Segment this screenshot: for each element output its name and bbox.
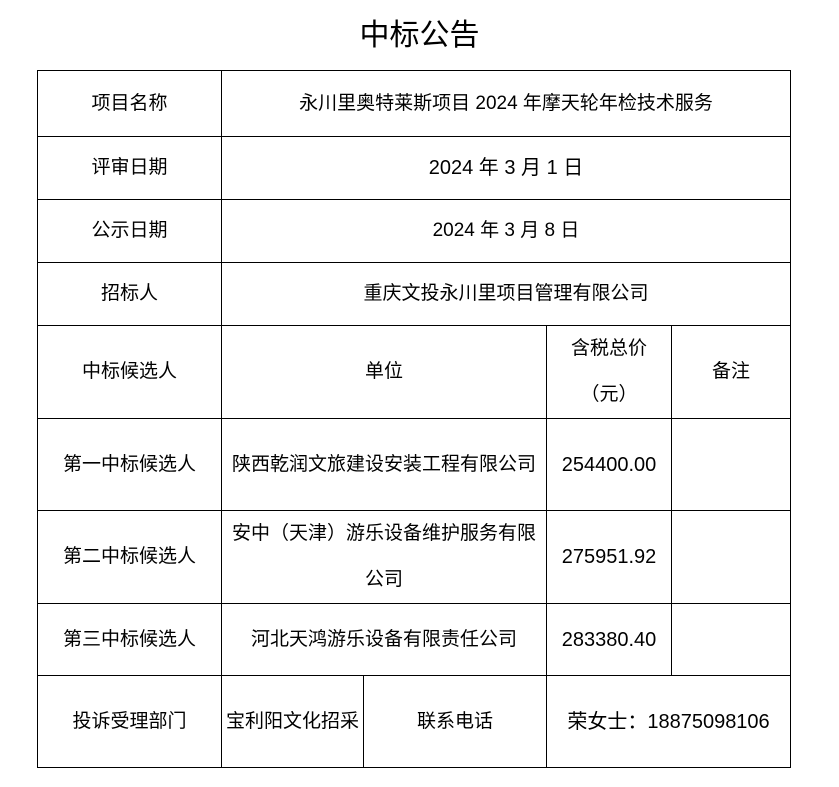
candidate-row: 第三中标候选人 河北天鸿游乐设备有限责任公司 283380.40	[37, 603, 792, 676]
candidate-price: 254400.00	[546, 418, 672, 511]
review-date: 2024 年 3 月 1 日	[220, 136, 792, 200]
candidate-rank: 第三中标候选人	[37, 603, 222, 676]
info-row-publish-date: 公示日期 2024 年 3 月 8 日	[37, 199, 792, 263]
project-name: 永川里奥特莱斯项目 2024 年摩天轮年检技术服务	[220, 70, 792, 137]
candidate-price: 283380.40	[546, 603, 672, 676]
info-row-tenderer: 招标人 重庆文投永川里项目管理有限公司	[37, 262, 792, 326]
header-company: 单位	[221, 325, 547, 419]
candidate-note	[670, 603, 792, 676]
candidate-company: 陕西乾润文旅建设安装工程有限公司	[221, 418, 547, 511]
candidate-note	[670, 510, 792, 604]
candidate-rank: 第二中标候选人	[37, 510, 222, 604]
info-row-project: 项目名称 永川里奥特莱斯项目 2024 年摩天轮年检技术服务	[37, 70, 792, 137]
publish-date: 2024 年 3 月 8 日	[220, 199, 792, 263]
candidate-company: 河北天鸿游乐设备有限责任公司	[221, 603, 547, 676]
label: 公示日期	[37, 199, 222, 263]
header-price: 含税总价（元）	[546, 325, 672, 419]
candidate-price: 275951.92	[546, 510, 672, 604]
candidate-row: 第二中标候选人 安中（天津）游乐设备维护服务有限公司 275951.92	[37, 510, 792, 604]
page-title: 中标公告	[359, 19, 480, 52]
complaint-department: 宝利阳文化招采	[221, 675, 364, 768]
header-note: 备注	[670, 325, 792, 419]
candidate-rank: 第一中标候选人	[37, 418, 222, 511]
phone-contact: 荣女士：18875098106	[545, 675, 792, 768]
header-candidate: 中标候选人	[37, 325, 222, 419]
award-notice-table: 项目名称 永川里奥特莱斯项目 2024 年摩天轮年检技术服务 评审日期 2024…	[37, 70, 792, 768]
label: 项目名称	[37, 70, 222, 137]
candidate-company: 安中（天津）游乐设备维护服务有限公司	[221, 510, 547, 604]
tenderer: 重庆文投永川里项目管理有限公司	[220, 262, 792, 326]
label: 招标人	[37, 262, 222, 326]
candidate-note	[670, 418, 792, 511]
info-row-review-date: 评审日期 2024 年 3 月 1 日	[37, 136, 792, 200]
candidates-header-row: 中标候选人 单位 含税总价（元） 备注	[37, 325, 792, 419]
complaint-label: 投诉受理部门	[37, 675, 222, 768]
label: 评审日期	[37, 136, 222, 200]
phone-label: 联系电话	[363, 675, 547, 768]
candidate-row: 第一中标候选人 陕西乾润文旅建设安装工程有限公司 254400.00	[37, 418, 792, 511]
complaint-row: 投诉受理部门 宝利阳文化招采 联系电话 荣女士：18875098106	[37, 675, 792, 768]
